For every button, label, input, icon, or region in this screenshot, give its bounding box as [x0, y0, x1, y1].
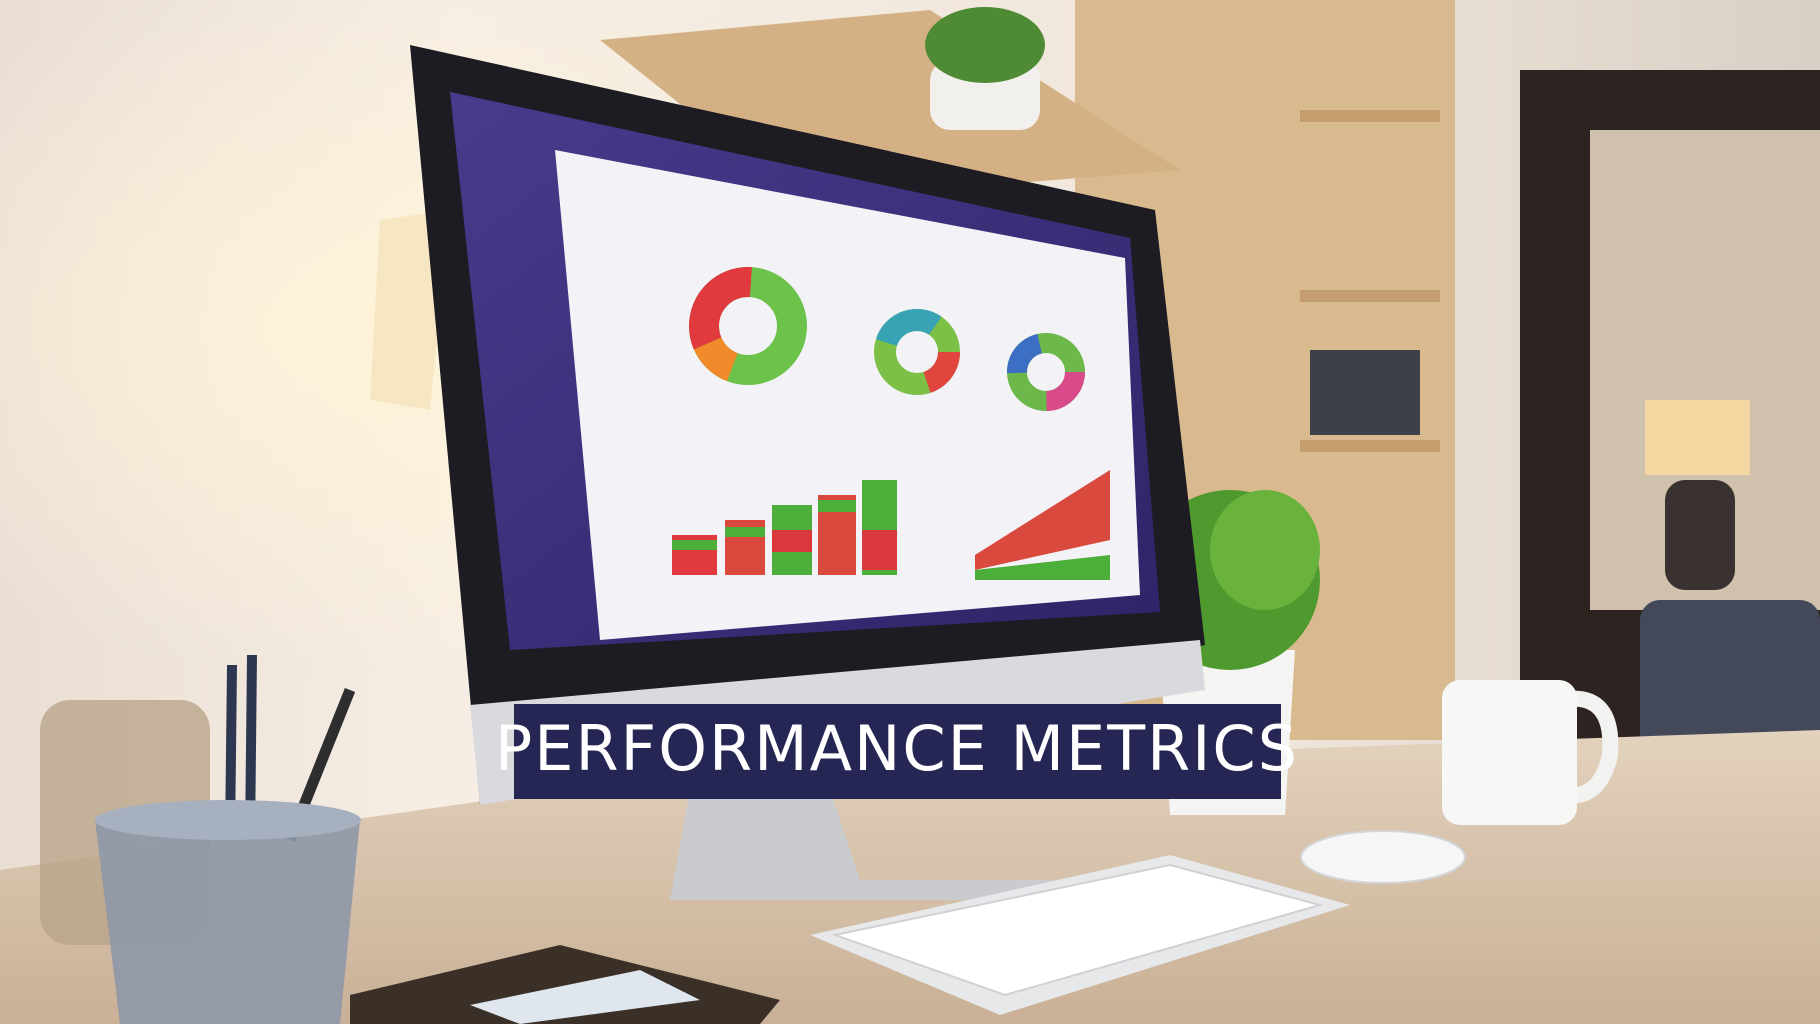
- desk: [0, 730, 1820, 1024]
- banner: PERFORMANCE METRICS: [495, 704, 1299, 799]
- monitor: PERFORMANCE METRICS: [410, 45, 1299, 900]
- mouse: [1300, 830, 1466, 884]
- mug: [1442, 680, 1619, 825]
- banner-title: PERFORMANCE METRICS: [495, 712, 1299, 785]
- notebook: [350, 945, 780, 1024]
- pencil-cup: [40, 654, 361, 1024]
- keyboard: [810, 855, 1350, 1015]
- screen-content: [555, 150, 1140, 640]
